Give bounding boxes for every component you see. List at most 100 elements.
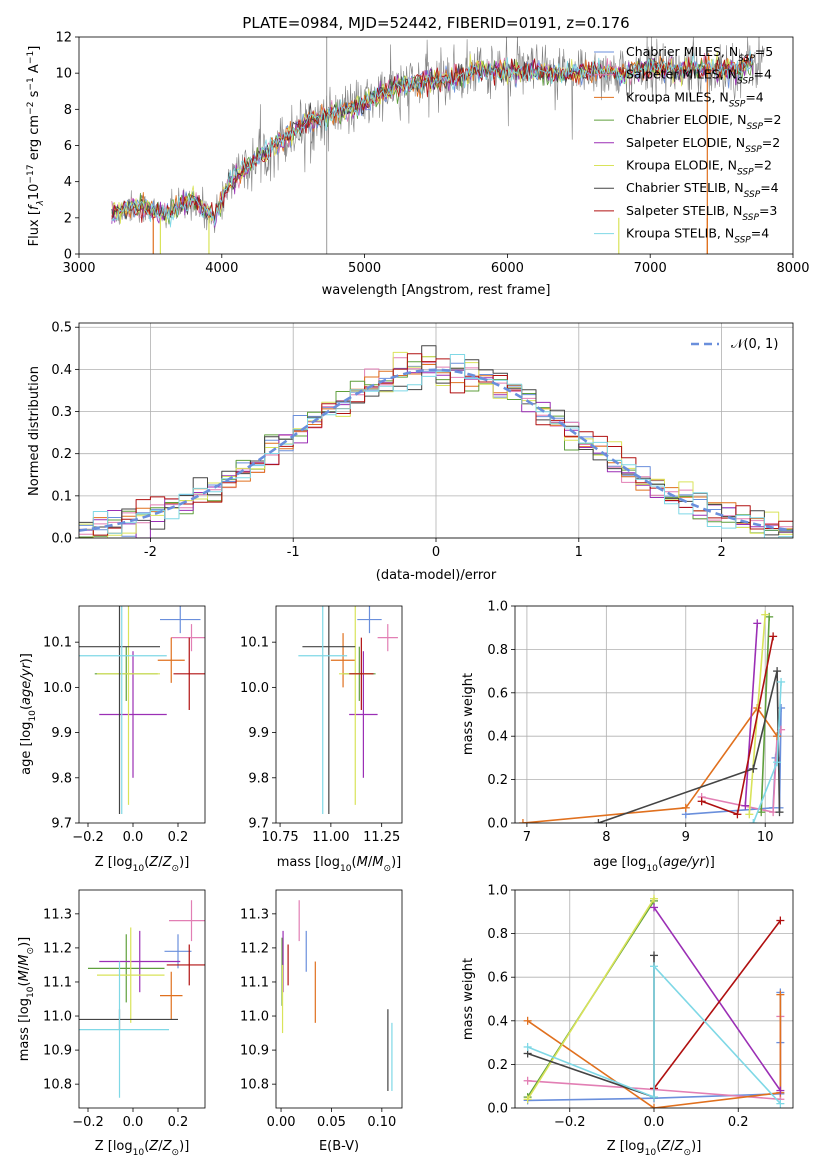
x-tick-label: 0.05 (317, 1115, 346, 1130)
y-tick-label: 2 (64, 211, 72, 226)
y-tick-label: 0.4 (51, 363, 72, 378)
y-tick-label: 0.6 (487, 686, 508, 701)
y-tick-label: 0.4 (487, 1014, 508, 1029)
plus-marker (594, 819, 603, 823)
y-tick-label: 0.8 (487, 643, 508, 658)
x-tick-label: 9 (682, 830, 690, 845)
plus-marker (769, 632, 778, 641)
y-tick-label: 1.0 (487, 884, 508, 899)
x-tick-label: −0.2 (72, 1115, 104, 1130)
error-point-krou-stelib (79, 606, 167, 814)
y-tick-label: 0.6 (487, 971, 508, 986)
error-point-krou-elodie (97, 927, 165, 1023)
x-axis-label: Z [log10(Z/Z⊙)] (607, 1139, 702, 1158)
y-tick-label: 0.0 (487, 817, 508, 832)
axes-frame (514, 889, 794, 1109)
spectrum-legend: Chabrier MILES, NSSP=5 Salpeter MILES, NS… (594, 44, 781, 246)
plot-area (518, 610, 786, 823)
histogram-chab-stelib (79, 345, 793, 536)
plus-marker (773, 758, 782, 767)
error-point-salp-stelib (166, 944, 205, 986)
error-point-chab-stelib (302, 606, 356, 814)
legend-label: Chabrier STELIB, NSSP=4 (626, 180, 779, 200)
plus-marker (753, 619, 762, 628)
error-point-krou-miles (330, 633, 356, 688)
x-tick-label: 0.2 (728, 1115, 749, 1130)
normal-curve (79, 368, 793, 532)
x-tick-label: 10 (757, 830, 774, 845)
plus-marker (733, 810, 742, 819)
y-tick-label: 0.2 (487, 773, 508, 788)
y-tick-label: 10.9 (240, 1044, 269, 1059)
y-tick-label: 12 (55, 31, 72, 46)
axes-frame (78, 36, 794, 255)
model-spectrum-chab-stelib (111, 56, 754, 222)
error-point-krou-miles (157, 637, 185, 683)
weight-line-chab-miles (685, 707, 782, 816)
y-tick-label: 0 (64, 248, 72, 263)
error-point-krou-stelib (298, 606, 348, 814)
y-tick-label: 0.2 (51, 447, 72, 462)
plot-area (79, 606, 205, 814)
weight-line-chab-elodie (760, 616, 770, 813)
plus-marker (757, 808, 766, 817)
mass_vs_Z-axes: −0.2 0.0 0.2 10.8 10.9 11.0 11.1 11.2 11.3 (43, 889, 206, 1130)
weight-line-salp-elodie (744, 623, 759, 806)
ticks: 0.00 0.05 0.10 10.8 10.9 11.0 11.1 11.2 11.3 (240, 907, 396, 1130)
error-point-chab-miles (160, 606, 201, 634)
x-tick-label: 0.00 (267, 1115, 296, 1130)
x-tick-label: 1 (575, 545, 583, 560)
y-tick-label: 0.8 (487, 927, 508, 942)
y-tick-label: 9.9 (51, 726, 72, 741)
y-tick-label: 11.0 (240, 1010, 269, 1025)
x-tick-label: 10.75 (261, 830, 298, 845)
y-tick-label: 9.7 (51, 817, 72, 832)
legend-label: Kroupa MILES, NSSP=4 (626, 89, 764, 109)
weight-line-chab-stelib (527, 955, 655, 1098)
legend-label: Kroupa STELIB, NSSP=4 (626, 226, 769, 246)
histogram-krou-stelib (79, 354, 793, 538)
ticks: −0.2 0.0 0.2 9.7 9.8 9.9 10.0 10.1 (43, 636, 188, 845)
axes-frame (78, 605, 206, 824)
plus-marker (650, 1104, 658, 1108)
y-tick-label: 10.0 (43, 681, 72, 696)
plus-marker (650, 951, 658, 960)
y-tick-label: 11.2 (240, 941, 269, 956)
x-axis-label: Z [log10(Z/Z⊙)] (95, 855, 190, 874)
plus-marker (776, 916, 785, 925)
plus-marker (650, 962, 658, 971)
y-axis-label: Flux [fλ10−17 erg cm−2 s−1 A−1] (26, 46, 46, 247)
plus-marker (650, 903, 658, 912)
ticks: -2 -1 0 1 2 0.0 0.1 0.2 0.3 0.4 0.5 (51, 321, 725, 560)
y-tick-label: 9.8 (51, 771, 72, 786)
error-point-salp-elodie (99, 930, 181, 993)
y-axis-label: age [log10(age/yr)] (19, 653, 38, 775)
plus-marker (775, 808, 784, 817)
x-tick-label: −0.2 (72, 830, 104, 845)
x-tick-label: 3000 (62, 261, 95, 276)
plus-marker (523, 1095, 532, 1104)
axes-frame (514, 605, 794, 824)
residuals-axes: -2 -1 0 1 2 0.0 0.1 0.2 0.3 0.4 0.5 𝒩(0, 1) (51, 321, 794, 560)
legend-label: 𝒩(0, 1) (731, 337, 778, 352)
plot-area (298, 606, 398, 814)
weight-line-krou-miles (527, 994, 782, 1108)
plus-marker (776, 1086, 785, 1095)
y-axis-label: mass weight (461, 673, 476, 755)
mass_vs_ebv-axes: 0.00 0.05 0.10 10.8 10.9 11.0 11.1 11.2 11.3 (240, 889, 403, 1130)
weight-line-krou-miles (522, 707, 778, 823)
legend-label: Kroupa ELODIE, NSSP=2 (626, 158, 772, 178)
plus-marker (749, 764, 758, 773)
plus-marker (650, 894, 658, 903)
y-tick-label: 4 (64, 175, 72, 190)
axes-frame (78, 322, 794, 539)
error-point-krou-elodie (97, 606, 160, 805)
legend-label: Salpeter ELODIE, NSSP=2 (626, 135, 780, 155)
ticks: 7 8 9 10 0.0 0.2 0.4 0.6 0.8 1.0 (487, 600, 773, 846)
plus-marker (745, 810, 754, 819)
x-tick-label: 0 (432, 545, 440, 560)
error-point-krou-miles (160, 971, 183, 1020)
histogram-salp-stelib (79, 353, 793, 536)
plus-marker (741, 801, 750, 810)
